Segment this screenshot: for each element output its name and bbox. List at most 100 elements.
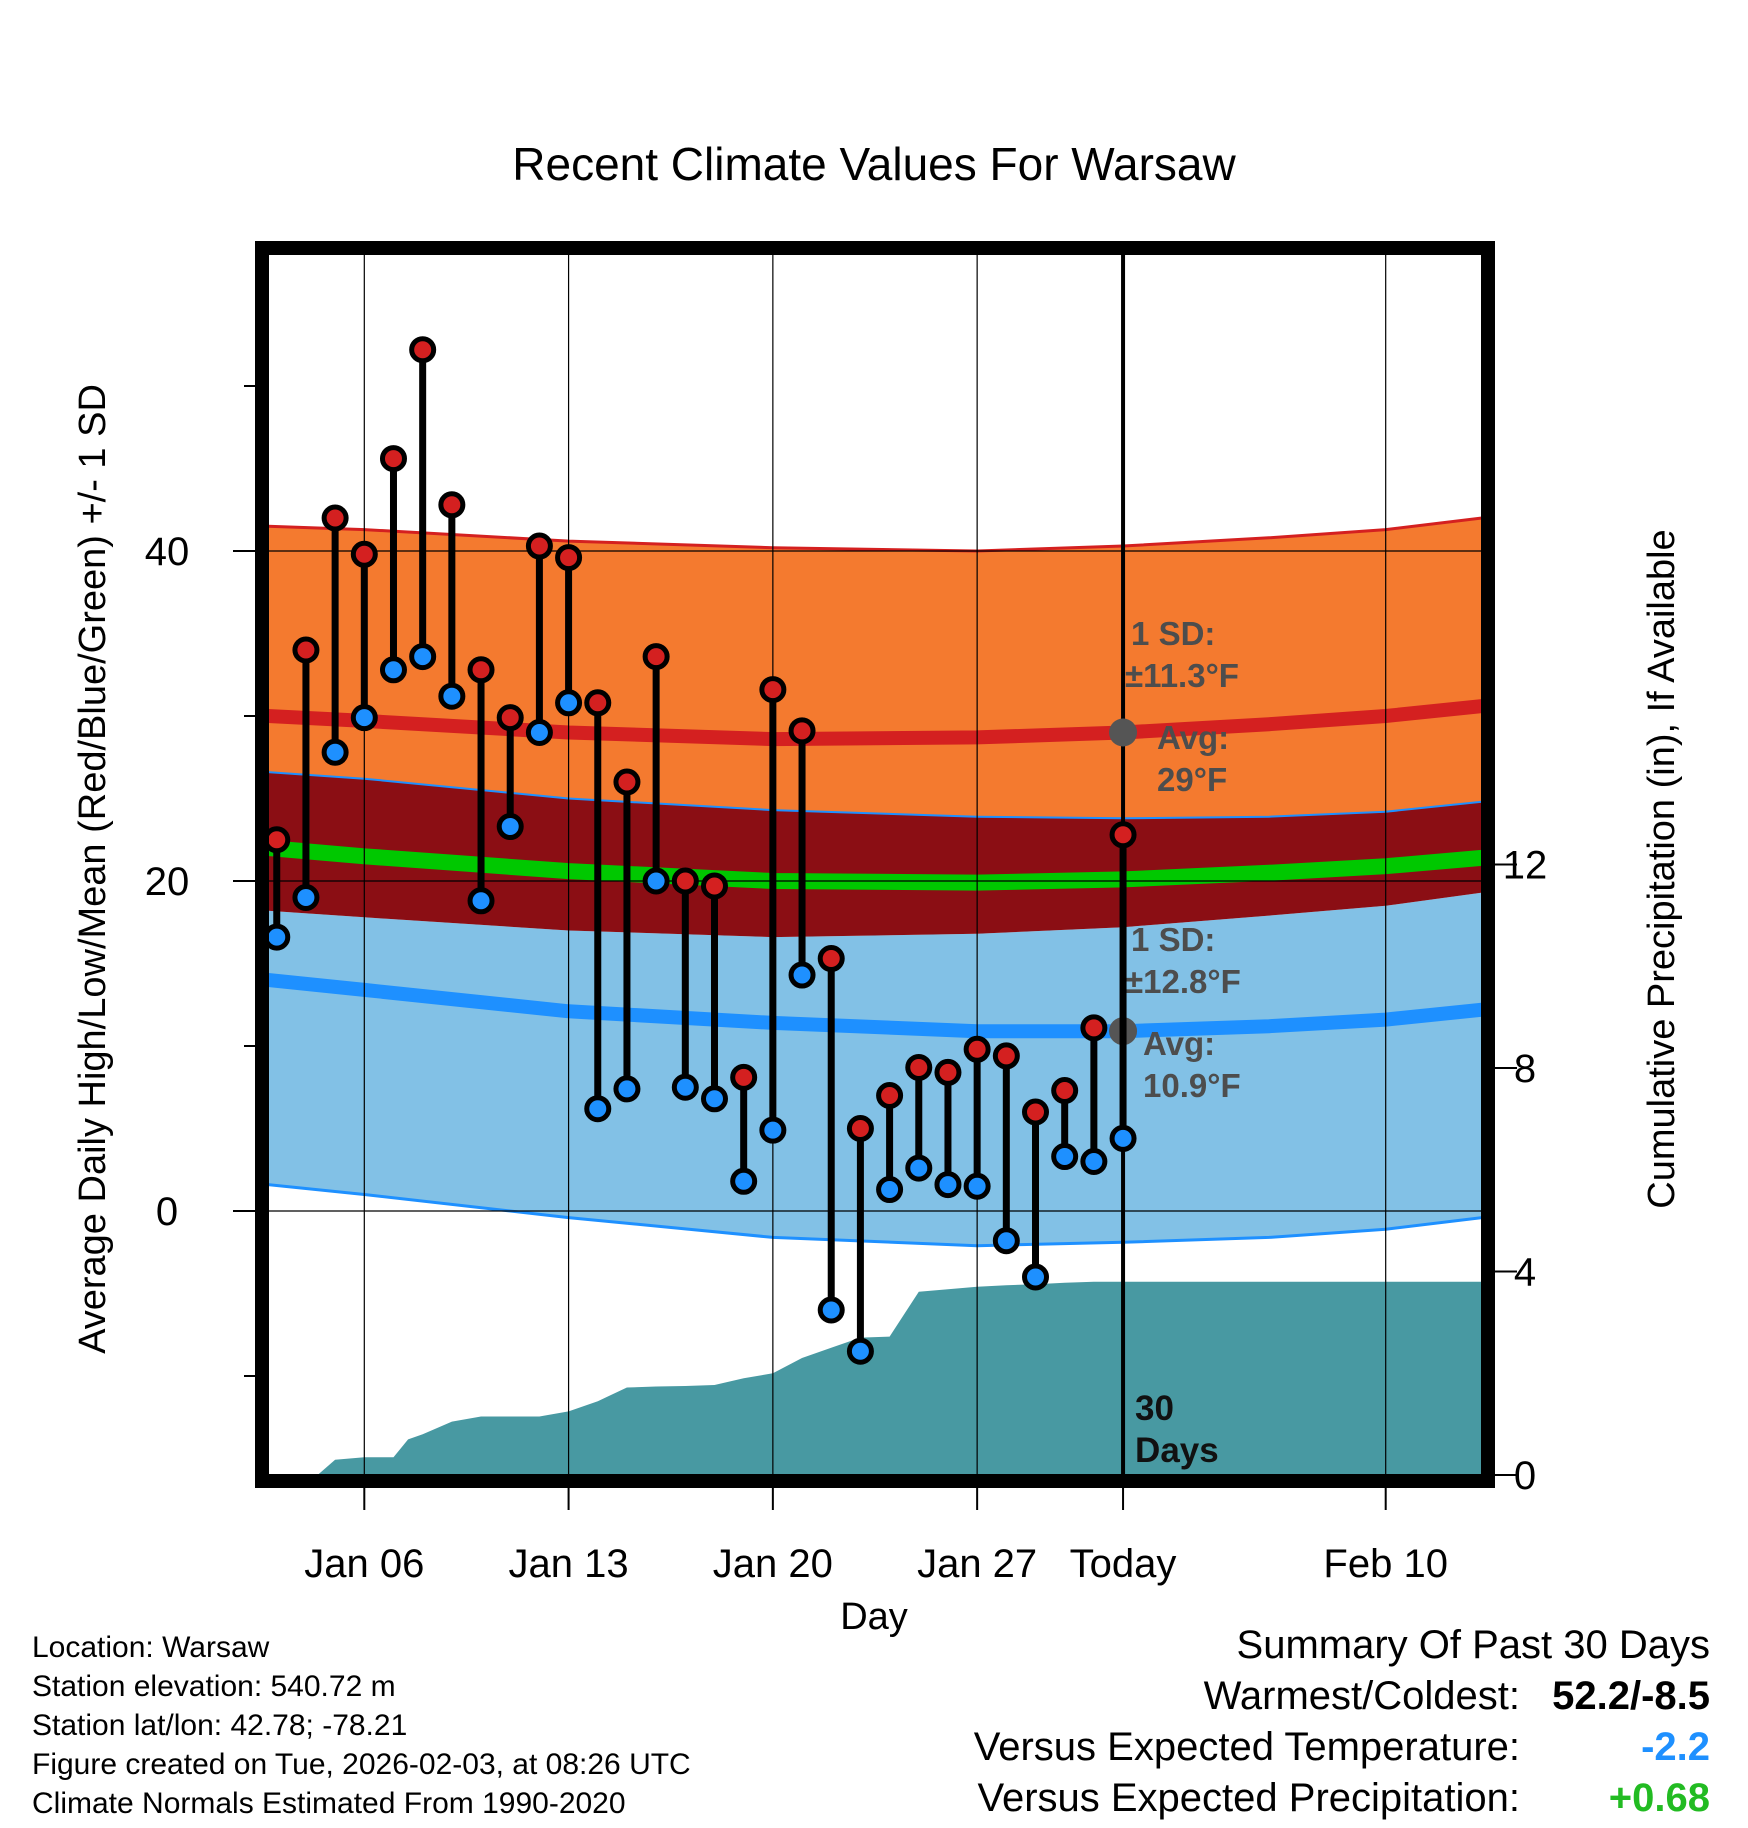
y-tick-label: 0	[156, 1190, 178, 1234]
daily-low-point	[409, 643, 437, 671]
daily-high-point	[584, 689, 612, 717]
temp-label: Versus Expected Temperature:	[973, 1725, 1520, 1769]
elevation-text: Station elevation: 540.72 m	[32, 1670, 396, 1703]
daily-low-point	[1022, 1263, 1050, 1291]
daily-low-point	[1051, 1143, 1079, 1171]
daily-high-point	[759, 676, 787, 704]
daily-low-point	[555, 689, 583, 717]
daily-low-point	[613, 1075, 641, 1103]
daily-high-point	[409, 336, 437, 364]
daily-low-point	[496, 813, 524, 841]
daily-low-point	[1080, 1148, 1108, 1175]
warm-cold-label: Warmest/Coldest:	[1203, 1674, 1520, 1718]
daily-high-point	[1080, 1014, 1108, 1042]
summary-precip: Versus Expected Precipitation: +0.68	[974, 1773, 1710, 1824]
daily-low-point	[905, 1154, 933, 1182]
summary-panel: Summary Of Past 30 Days Warmest/Coldest:…	[974, 1620, 1710, 1824]
daily-low-point	[268, 923, 291, 951]
plot-frame	[255, 241, 1495, 1488]
high-avg-value: 29°F	[1157, 761, 1227, 798]
daily-high-point	[934, 1058, 962, 1086]
y-tick-label: 20	[145, 860, 190, 904]
daily-high-point	[963, 1035, 991, 1063]
normals-text: Climate Normals Estimated From 1990-2020	[32, 1787, 626, 1820]
daily-low-point	[1109, 1124, 1137, 1152]
daily-high-point	[730, 1063, 758, 1091]
precip-value: +0.68	[1608, 1776, 1710, 1820]
daily-high-point	[350, 540, 378, 568]
daily-low-point	[730, 1167, 758, 1195]
low-sd-value: ±12.8°F	[1125, 963, 1241, 1000]
daily-high-point	[613, 768, 641, 796]
daily-high-point	[642, 643, 670, 671]
daily-high-point	[1051, 1077, 1079, 1105]
daily-high-point	[788, 717, 816, 745]
temp-value: -2.2	[1641, 1725, 1710, 1769]
station-info: Location: Warsaw Station elevation: 540.…	[32, 1628, 691, 1823]
daily-low-point	[525, 719, 553, 746]
daily-high-point	[555, 544, 583, 572]
latlon-text: Station lat/lon: 42.78; -78.21	[32, 1709, 408, 1742]
daily-low-point	[963, 1172, 991, 1200]
daily-high-point	[817, 945, 845, 973]
daily-high-point	[1109, 821, 1137, 849]
daily-low-point	[438, 682, 466, 710]
period-label-number: 30	[1135, 1389, 1174, 1428]
daily-low-point	[292, 884, 320, 911]
x-tick-label: Today	[1070, 1542, 1177, 1586]
daily-low-point	[321, 738, 349, 766]
daily-low-point	[642, 867, 670, 895]
daily-low-point	[992, 1227, 1020, 1255]
daily-high-point	[671, 867, 699, 895]
daily-high-point	[379, 445, 407, 473]
daily-low-point	[759, 1116, 787, 1144]
daily-high-point	[700, 872, 728, 900]
created-text: Figure created on Tue, 2026-02-03, at 08…	[32, 1748, 691, 1781]
daily-low-point	[846, 1337, 874, 1365]
daily-low-point	[350, 704, 378, 732]
daily-low-point	[379, 656, 407, 684]
daily-high-point	[525, 532, 553, 560]
high-sd-value: ±11.3°F	[1125, 657, 1239, 694]
y2-tick-label: 0	[1514, 1454, 1536, 1498]
x-axis-label: Day	[840, 1596, 908, 1638]
daily-high-point	[1022, 1098, 1050, 1126]
x-tick-label: Feb 10	[1323, 1542, 1448, 1586]
y2-tick-label: 8	[1514, 1047, 1536, 1091]
x-tick-label: Jan 06	[304, 1542, 424, 1586]
daily-high-point	[268, 826, 291, 854]
daily-low-point	[817, 1296, 845, 1324]
daily-low-point	[700, 1085, 728, 1113]
daily-low-point	[788, 961, 816, 989]
precip-label: Versus Expected Precipitation:	[977, 1776, 1520, 1820]
daily-high-point	[876, 1082, 904, 1109]
period-label-days: Days	[1135, 1431, 1219, 1470]
y2-tick-label: 12	[1503, 844, 1548, 888]
precip-area	[268, 1281, 1482, 1475]
daily-low-point	[876, 1176, 904, 1204]
daily-high-point	[292, 636, 320, 664]
daily-high-point	[467, 656, 495, 684]
y2-tick-label: 4	[1514, 1251, 1536, 1295]
daily-high-point	[496, 704, 524, 732]
low-sd-label: 1 SD:	[1131, 921, 1215, 958]
daily-high-point	[905, 1053, 933, 1081]
daily-low-point	[584, 1095, 612, 1123]
x-tick-label: Jan 13	[509, 1542, 629, 1586]
x-tick-label: Jan 20	[713, 1542, 833, 1586]
daily-low-point	[934, 1171, 962, 1199]
daily-low-point	[671, 1073, 699, 1101]
summary-title: Summary Of Past 30 Days	[1236, 1623, 1710, 1667]
daily-low-point	[467, 887, 495, 915]
low-avg-label: Avg:	[1143, 1025, 1215, 1062]
overlap-band	[268, 772, 1482, 938]
daily-high-point	[846, 1115, 874, 1142]
summary-temp: Versus Expected Temperature: -2.2	[974, 1722, 1710, 1773]
daily-high-point	[438, 491, 466, 519]
warm-cold-value: 52.2/-8.5	[1552, 1674, 1710, 1718]
high-avg-label: Avg:	[1157, 719, 1229, 756]
summary-warm-cold: Warmest/Coldest: 52.2/-8.5	[974, 1671, 1710, 1722]
daily-high-point	[992, 1042, 1020, 1070]
y2-axis-label: Cumulative Precipitation (in), If Availa…	[1641, 529, 1683, 1208]
